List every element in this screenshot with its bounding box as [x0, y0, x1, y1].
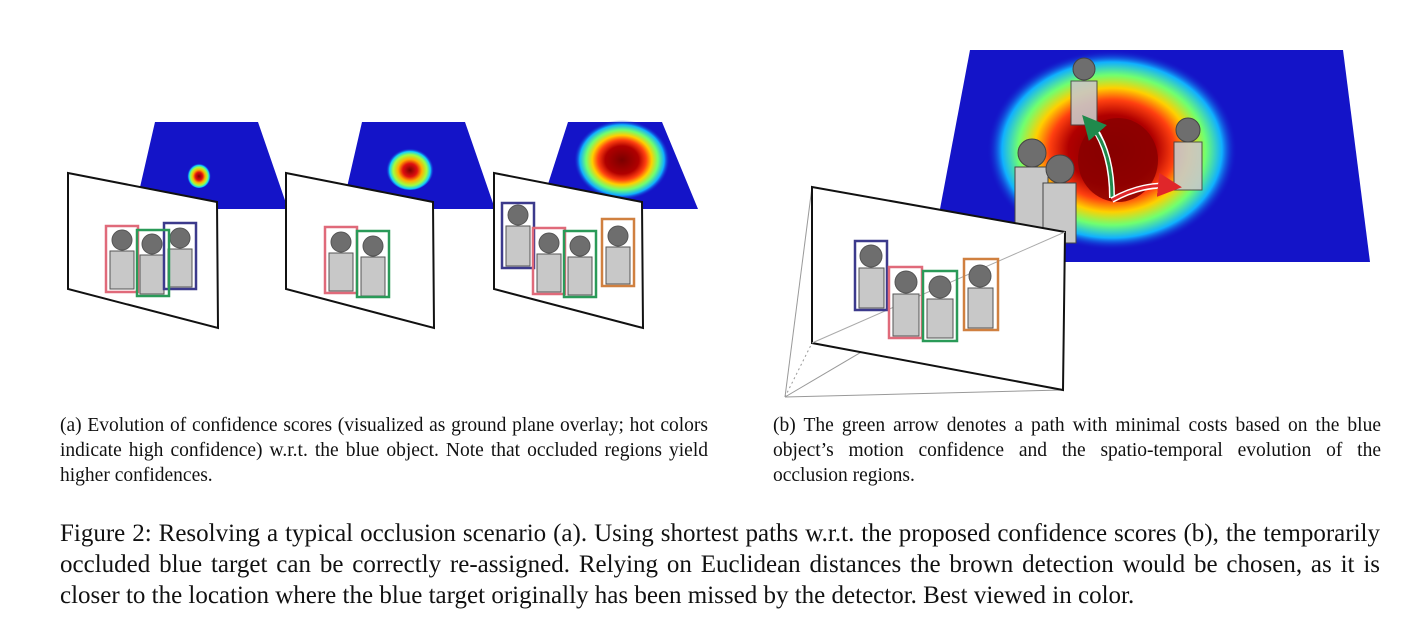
person — [139, 233, 165, 295]
frame-3 — [493, 120, 698, 330]
blue-bounding-box — [853, 239, 889, 312]
subcaption-a: (a) Evolution of confidence scores (visu… — [60, 415, 708, 486]
blue-bounding-box — [162, 221, 198, 291]
brown-bounding-box — [962, 257, 1000, 332]
person — [1173, 117, 1203, 191]
person — [328, 231, 354, 292]
person — [926, 275, 954, 339]
green-bounding-box — [562, 229, 598, 299]
camera-image-plane — [285, 171, 436, 330]
figure-illustration — [67, 50, 1370, 398]
person — [967, 264, 994, 329]
heat-blob — [187, 162, 211, 188]
person — [360, 235, 386, 297]
person — [109, 229, 135, 290]
figure-caption: Figure 2: Resolving a typical occlusion … — [60, 520, 1380, 609]
frame-1 — [67, 122, 288, 330]
person — [536, 232, 562, 293]
person — [1070, 57, 1098, 126]
frame-2 — [285, 122, 495, 330]
ground-plane-overlay — [135, 122, 288, 209]
subcaption-b: (b) The green arrow denotes a path with … — [773, 415, 1381, 486]
panel-b — [784, 50, 1370, 398]
heat-blob — [386, 146, 434, 190]
person — [858, 244, 885, 309]
green-path-arrow — [1082, 114, 1114, 199]
green-bounding-box — [921, 269, 959, 343]
person — [167, 227, 193, 288]
person — [567, 235, 593, 296]
person — [505, 204, 531, 267]
red-path-arrow — [1111, 172, 1182, 202]
frustum-line — [784, 342, 813, 398]
person — [605, 225, 631, 285]
frustum-line — [784, 389, 1064, 398]
frustum-line — [784, 186, 813, 398]
brown-bounding-box — [600, 217, 636, 288]
green-bounding-box — [135, 228, 171, 298]
camera-image-plane — [493, 171, 645, 330]
green-bounding-box — [355, 229, 391, 299]
person — [892, 270, 920, 337]
heat-blob — [574, 120, 670, 200]
